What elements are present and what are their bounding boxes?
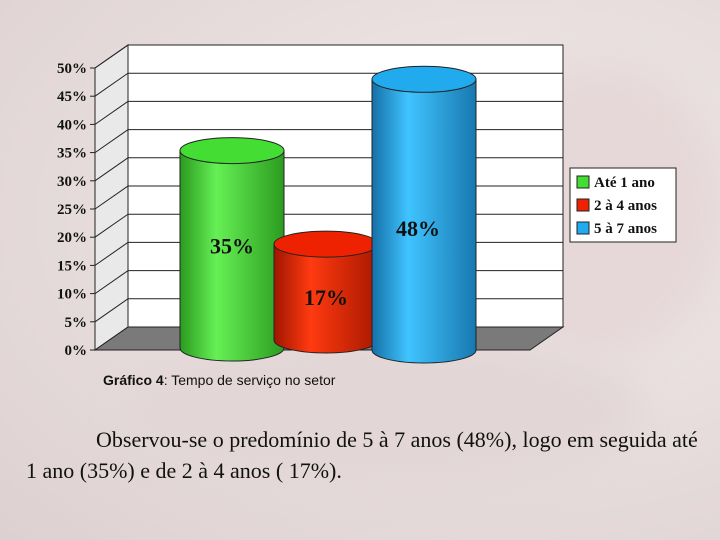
bar-2: 17% bbox=[273, 230, 379, 354]
data-label: 17% bbox=[304, 285, 348, 310]
caption-prefix: Gráfico 4 bbox=[103, 372, 164, 388]
y-tick-label: 20% bbox=[57, 230, 87, 246]
legend-label: 2 à 4 anos bbox=[594, 198, 657, 214]
chart-caption: Gráfico 4: Tempo de serviço no setor bbox=[103, 372, 335, 388]
legend-swatch bbox=[576, 175, 590, 189]
bar-3: 48% bbox=[371, 65, 477, 364]
y-tick-label: 35% bbox=[57, 146, 87, 162]
y-tick-label: 5% bbox=[65, 315, 88, 331]
body-paragraph: Observou-se o predomínio de 5 à 7 anos (… bbox=[26, 427, 698, 483]
bar-1: 35% bbox=[179, 137, 285, 362]
bar-top bbox=[371, 65, 477, 93]
legend-label: Até 1 ano bbox=[594, 175, 655, 191]
bar-top bbox=[179, 137, 285, 165]
y-tick-label: 0% bbox=[65, 343, 88, 359]
gridline bbox=[94, 44, 563, 69]
legend-label: 5 à 7 anos bbox=[594, 221, 657, 237]
y-tick-label: 45% bbox=[57, 89, 87, 105]
bar-top bbox=[273, 230, 379, 258]
data-label: 48% bbox=[396, 216, 440, 241]
legend-swatch bbox=[576, 221, 590, 235]
plot-area: 0% 5% 10% 15% 20% 25% 30% 35% 40% 45% 50% 35% 17% 48% bbox=[57, 44, 565, 364]
y-tick-label: 50% bbox=[57, 61, 87, 77]
data-label: 35% bbox=[210, 233, 254, 258]
bar-body bbox=[179, 150, 285, 362]
y-tick-label: 30% bbox=[57, 174, 87, 190]
legend-swatch bbox=[576, 198, 590, 212]
bar-body bbox=[371, 78, 477, 364]
y-tick-label: 40% bbox=[57, 117, 87, 133]
caption-text: : Tempo de serviço no setor bbox=[163, 372, 336, 388]
y-tick-label: 25% bbox=[57, 202, 87, 218]
y-tick-label: 15% bbox=[57, 258, 87, 274]
legend: Até 1 ano 2 à 4 anos 5 à 7 anos bbox=[569, 167, 677, 243]
y-tick-label: 10% bbox=[57, 287, 87, 303]
